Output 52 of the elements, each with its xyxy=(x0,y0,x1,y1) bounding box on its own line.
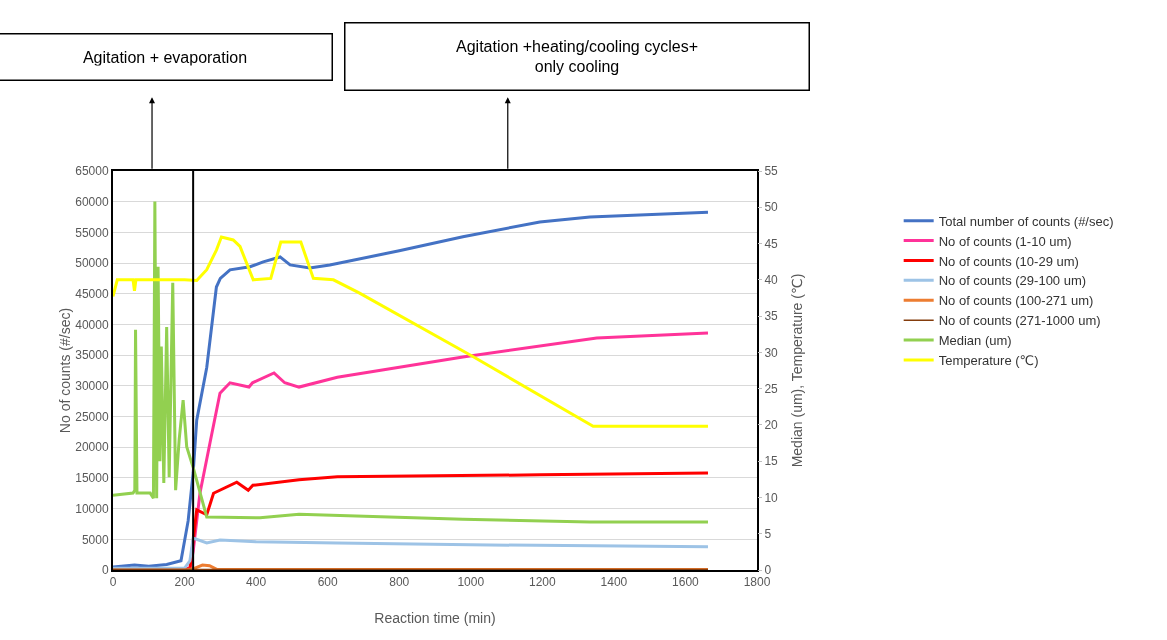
y-axis-title: No of counts (#/sec) xyxy=(57,307,74,434)
y2-tick-label: 15 xyxy=(764,454,779,469)
y-tick-label: 5000 xyxy=(81,532,109,547)
text: Agitation +heating/cooling cycles+ only cooling xyxy=(456,37,698,76)
x-tick-label: 1800 xyxy=(743,575,771,590)
y2-tick-label: 5 xyxy=(764,526,772,541)
x-tick-label: 1000 xyxy=(457,575,485,590)
y-tick-label: 50000 xyxy=(75,256,109,271)
legend-label: No of counts (10-29 um) xyxy=(938,253,1079,269)
legend-label: Temperature (℃) xyxy=(938,353,1039,369)
x-tick-label: 200 xyxy=(174,575,195,590)
y-tick-label: 25000 xyxy=(75,409,109,424)
y-tick-label: 35000 xyxy=(75,348,109,363)
y2-tick-label: 45 xyxy=(764,236,779,251)
legend-label: Median (um) xyxy=(938,333,1012,349)
y-tick-label: 55000 xyxy=(75,225,109,240)
line-series xyxy=(113,199,710,524)
y2-tick-label: 25 xyxy=(764,381,779,396)
y2-tick-label: 40 xyxy=(764,273,779,288)
x-tick-label: 600 xyxy=(317,575,338,590)
x-tick-label: 1200 xyxy=(528,575,556,590)
x-axis-title: Reaction time (min) xyxy=(374,610,496,626)
y2-tick-label: 35 xyxy=(764,309,779,324)
line-series xyxy=(113,235,710,428)
y2-tick-label: 50 xyxy=(764,200,779,215)
y-tick-label: 30000 xyxy=(75,379,109,394)
line-series xyxy=(113,536,710,570)
y2-tick-label: 10 xyxy=(764,490,779,505)
legend-label: No of counts (1-10 um) xyxy=(938,233,1072,249)
legend-label: Total number of counts (#/sec) xyxy=(938,213,1114,229)
y-tick-label: 10000 xyxy=(75,501,109,516)
y-tick-label: 60000 xyxy=(75,194,109,209)
y-tick-label: 65000 xyxy=(75,164,109,179)
legend-label: No of counts (29-100 um) xyxy=(938,273,1087,289)
y2-tick-label: 30 xyxy=(764,345,779,360)
legend-label: No of counts (100-271 um) xyxy=(938,293,1094,309)
legend-label: No of counts (271-1000 um) xyxy=(938,313,1101,329)
text: Agitation + evaporation xyxy=(82,48,248,66)
y2-tick-label: 55 xyxy=(764,164,779,179)
y2-axis-title: Median (um), Temperature (℃) xyxy=(789,273,805,468)
y-tick-label: 40000 xyxy=(75,317,109,332)
x-tick-label: 400 xyxy=(246,575,267,590)
y2-tick-label: 20 xyxy=(764,418,779,433)
y2-tick-label: 0 xyxy=(764,563,772,578)
x-tick-label: 1600 xyxy=(672,575,700,590)
x-tick-label: 1400 xyxy=(600,575,628,590)
y-tick-label: 45000 xyxy=(75,286,109,301)
y-tick-label: 20000 xyxy=(75,440,109,455)
line-series xyxy=(113,210,710,569)
y-tick-label: 15000 xyxy=(75,471,109,486)
x-tick-label: 800 xyxy=(389,575,410,590)
y-tick-label: 0 xyxy=(101,563,109,578)
